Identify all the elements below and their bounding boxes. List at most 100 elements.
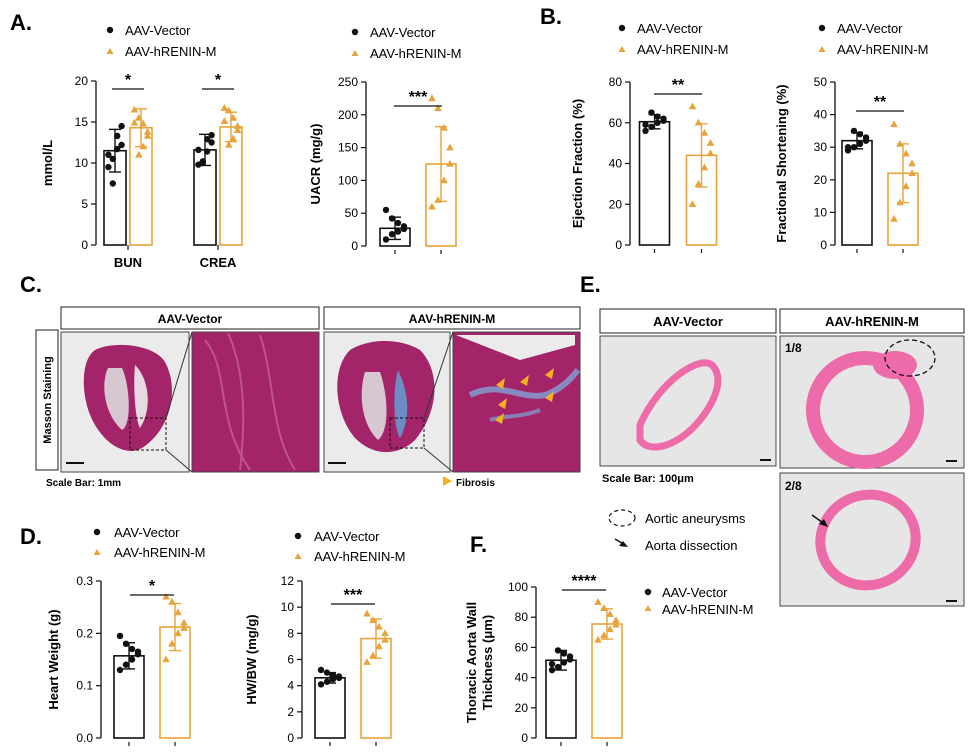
data-point [363, 658, 371, 665]
bar [591, 623, 623, 739]
y-tick-label: 80 [609, 75, 623, 89]
data-point [688, 102, 697, 110]
data-point [139, 142, 147, 150]
y-tick-label: 0 [615, 238, 622, 252]
y-tick-label: 20 [609, 197, 623, 211]
data-point [114, 145, 121, 153]
y-tick-label: 15 [75, 115, 89, 129]
bar [638, 120, 671, 246]
data-point [440, 176, 448, 184]
data-point [554, 647, 562, 654]
data-point [388, 215, 396, 222]
data-point [233, 122, 242, 129]
data-point [369, 651, 377, 659]
data-point [548, 660, 556, 668]
data-point [394, 228, 402, 235]
y-tick-label: 12 [281, 574, 295, 588]
data-point [446, 143, 454, 151]
svg-text:AAV-Vector: AAV-Vector [637, 21, 703, 36]
data-point [109, 155, 117, 163]
y-tick-label: 20 [515, 701, 529, 715]
svg-text:AAV-hRENIN-M: AAV-hRENIN-M [837, 42, 929, 57]
legend-b2: AAV-Vector AAV-hRENIN-M [818, 21, 929, 57]
header-renin-e-label: AAV-hRENIN-M [825, 314, 919, 329]
data-point [143, 127, 152, 135]
y-tick-label: 20 [814, 173, 828, 187]
y-tick-label: 0 [351, 239, 358, 253]
bar [314, 677, 346, 739]
svg-text:AAV-Vector: AAV-Vector [114, 525, 180, 540]
y-tick-label: 40 [515, 671, 529, 685]
chart-d2-hw-bw: 0 2 4 6 8 10 12 HW/BW (mg/g) *** [244, 574, 392, 746]
header-renin-c-label: AAV-hRENIN-M [409, 312, 495, 326]
significance-label: ** [672, 77, 685, 94]
data-point [560, 650, 568, 657]
data-point [128, 656, 136, 663]
svg-text:AAV-Vector: AAV-Vector [314, 529, 380, 544]
y-axis-label: Heart Weight (g) [46, 609, 61, 709]
data-point [116, 666, 124, 674]
data-point [180, 618, 188, 626]
data-point [566, 653, 574, 660]
chart-d1-heart-weight: 0.0 0.1 0.2 0.3 Heart Weight (g) * [46, 574, 191, 746]
data-point [896, 139, 904, 147]
data-point [890, 214, 898, 222]
data-point [694, 179, 703, 187]
significance-label: **** [572, 573, 598, 590]
data-point [700, 128, 709, 136]
image-vector-zoom [191, 331, 320, 473]
header-vector-c-label: AAV-Vector [158, 312, 223, 326]
data-point [143, 131, 152, 139]
data-point [134, 648, 142, 655]
panel-label-f: F. [470, 532, 487, 557]
fibrosis-arrowheads [495, 368, 554, 424]
chart-a2-uacr: 0 50 100 150 200 250 UACR (mg/g) *** [308, 75, 457, 254]
data-point [594, 598, 602, 605]
y-tick-label: 8 [287, 626, 294, 640]
svg-text:AAV-hRENIN-M: AAV-hRENIN-M [637, 42, 729, 57]
data-point [428, 94, 436, 102]
y-tick-label: 0 [287, 731, 294, 745]
y-axis-label: Ejection Fraction (%) [570, 99, 585, 228]
y-tick-label: 0.2 [76, 626, 93, 640]
data-point [122, 661, 130, 668]
aorta-ring-renin-2 [815, 489, 921, 591]
y-tick-label: 0 [81, 238, 88, 252]
y-axis-label: HW/BW (mg/g) [244, 614, 259, 704]
data-point [700, 163, 709, 171]
y-tick-label: 30 [814, 140, 828, 154]
significance-label: * [149, 578, 156, 595]
data-point [208, 139, 215, 146]
data-point [369, 616, 377, 624]
y-tick-label: 10 [281, 600, 295, 614]
data-point [105, 151, 112, 158]
data-point [229, 134, 237, 142]
y-tick-label: 150 [338, 141, 358, 155]
scale-bar-e: Scale Bar: 100μm [602, 473, 694, 485]
legend-a1: AAV-Vector AAV-hRENIN-M [106, 23, 217, 59]
data-point [862, 134, 870, 141]
stain-label: Masson Staining [42, 356, 54, 443]
y-tick-label: 0.3 [76, 574, 93, 588]
panel-label-d: D. [20, 524, 42, 549]
y-tick-label: 5 [81, 197, 88, 211]
data-point [114, 132, 121, 140]
data-point [122, 640, 130, 647]
panel-label-e: E. [580, 272, 601, 297]
panel-e-aorta: AAV-Vector AAV-hRENIN-M 1/8 2/8 Scale Ba… [599, 308, 965, 607]
scale-bar-c: Scale Bar: 1mm [46, 478, 121, 489]
bar [841, 139, 873, 246]
data-point [174, 608, 182, 616]
y-tick-label: 0.0 [76, 731, 93, 745]
data-point [168, 597, 176, 605]
data-point [890, 120, 898, 128]
data-point [363, 609, 371, 617]
data-point [908, 159, 916, 167]
header-renin-e [779, 308, 965, 334]
legend-dissection-label: Aorta dissection [645, 538, 738, 553]
chart-a1-bun-crea: 0 5 10 15 20 mmol/L BUN * CREA * [40, 72, 243, 270]
y-tick-label: 60 [515, 640, 529, 654]
data-point [323, 678, 331, 685]
legend-f1: AAV-Vector AAV-hRENIN-M [644, 585, 754, 617]
data-point [694, 118, 703, 126]
